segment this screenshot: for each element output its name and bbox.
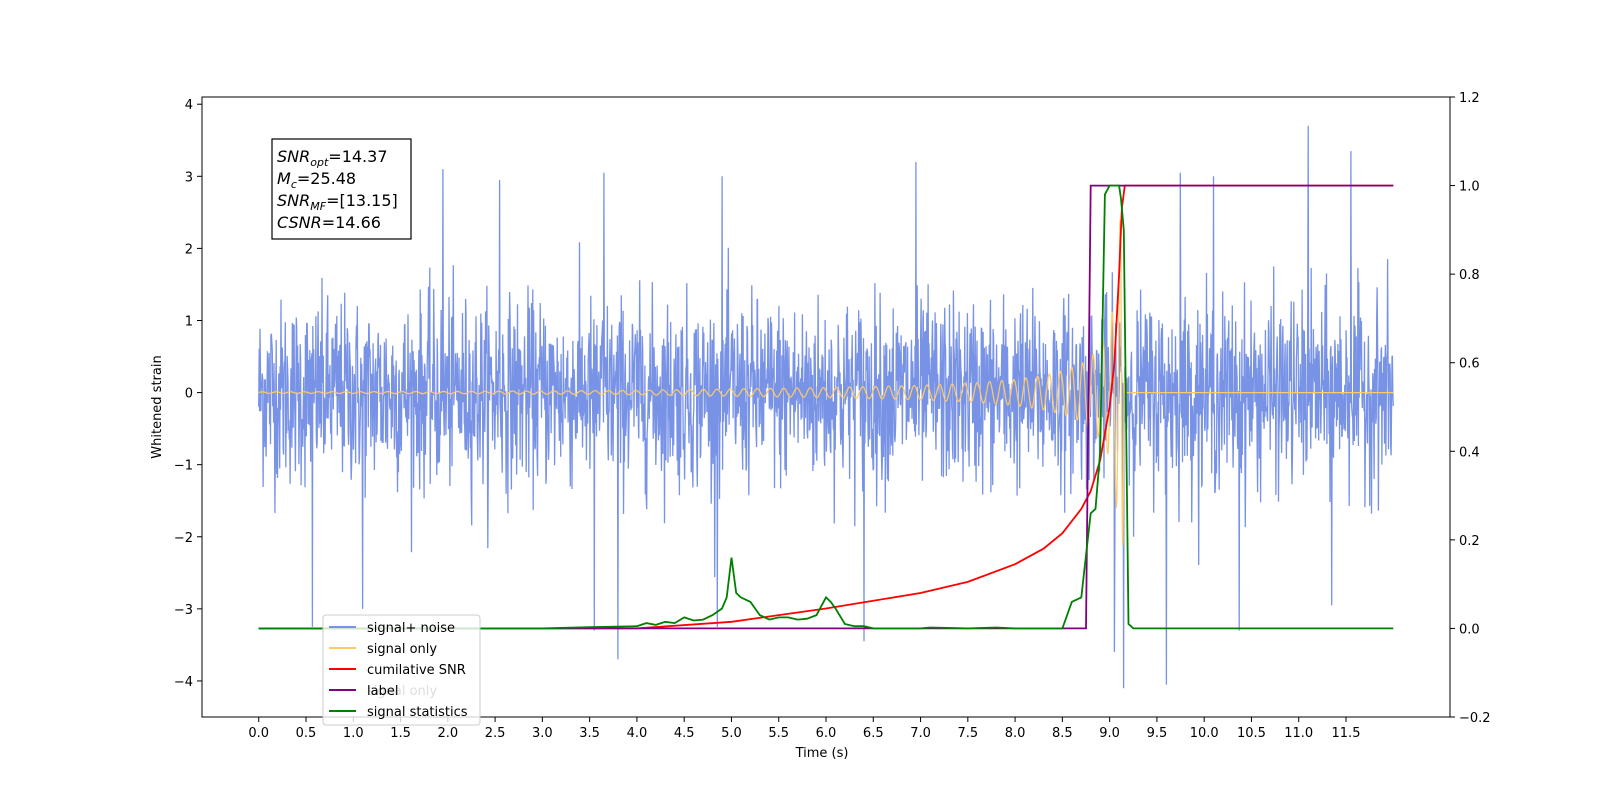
- y-tick-label: −1: [174, 459, 193, 474]
- x-tick-label: 9.5: [1147, 726, 1168, 741]
- y2-tick-label: 0.8: [1459, 268, 1480, 283]
- x-tick-label: 11.5: [1332, 726, 1361, 741]
- y2-tick-label: 1.2: [1459, 91, 1480, 106]
- y-tick-label: 3: [185, 170, 193, 185]
- x-tick-label: 7.0: [910, 726, 931, 741]
- x-tick-label: 6.5: [863, 726, 884, 741]
- y2-tick-label: 0.0: [1459, 622, 1480, 637]
- x-tick-label: 4.0: [627, 726, 648, 741]
- x-tick-label: 3.0: [532, 726, 553, 741]
- series-cumilative-snr: [258, 184, 1394, 630]
- x-tick-label: 1.5: [390, 726, 411, 741]
- legend-label: signal+ noise: [367, 621, 455, 636]
- y-tick-label: −3: [174, 603, 193, 618]
- legend: signal only signal+ noise signal only cumil…: [322, 614, 481, 726]
- y2-tick-label: 1.0: [1459, 180, 1480, 195]
- y-axis-right: −0.2 0.0 0.2 0.4 0.6 0.8 1.0 1.2: [1450, 91, 1491, 726]
- series-signal-statistics: [258, 184, 1394, 630]
- x-tick-label: 4.5: [674, 726, 695, 741]
- x-tick-label: 11.0: [1284, 726, 1313, 741]
- x-tick-label: 6.0: [816, 726, 837, 741]
- x-tick-label: 5.5: [768, 726, 789, 741]
- y-tick-label: 4: [185, 98, 193, 113]
- legend-label: cumilative SNR: [367, 663, 466, 678]
- legend-label: signal only: [367, 642, 437, 657]
- plot-area: [258, 125, 1394, 689]
- y-tick-label: −4: [174, 675, 193, 690]
- x-tick-label: 8.0: [1005, 726, 1026, 741]
- x-tick-label: 9.0: [1099, 726, 1120, 741]
- annotation-line: SNRopt=14.37: [277, 147, 388, 169]
- y-axis-left: −4 −3 −2 −1 0 1 2 3 4: [174, 98, 202, 690]
- x-tick-label: 3.5: [579, 726, 600, 741]
- x-axis: 0.0 0.5 1.0 1.5 2.0 2.5 3.0 3.5 4.0 4.5 5.0 5.5 6.0 6…: [248, 717, 1360, 741]
- annotation-line: SNRMF=[13.15]: [277, 191, 398, 213]
- x-tick-label: 7.5: [957, 726, 978, 741]
- legend-frame: [322, 614, 481, 726]
- y-tick-label: 0: [185, 387, 193, 402]
- series-signal-only: [258, 220, 1394, 547]
- legend-ghost-text: signal only: [367, 684, 437, 699]
- x-tick-label: 10.0: [1190, 726, 1219, 741]
- y2-tick-label: 0.2: [1459, 534, 1480, 549]
- y-tick-label: −2: [174, 531, 193, 546]
- x-tick-label: 10.5: [1237, 726, 1266, 741]
- y-tick-label: 2: [185, 242, 193, 257]
- y2-tick-label: 0.4: [1459, 445, 1480, 460]
- annotation-box: SNRopt=14.37Mc=25.48SNRMF=[13.15]CSNR=14…: [271, 138, 412, 240]
- x-tick-label: 5.0: [721, 726, 742, 741]
- series-label: [258, 184, 1394, 630]
- legend-label: signal statistics: [367, 705, 468, 720]
- x-tick-label: 8.5: [1052, 726, 1073, 741]
- y2-tick-label: −0.2: [1459, 711, 1491, 726]
- annotation-line: CSNR=14.66: [277, 213, 381, 232]
- y2-tick-label: 0.6: [1459, 357, 1480, 372]
- legend-label: label: [367, 684, 398, 699]
- x-tick-label: 2.5: [485, 726, 506, 741]
- annotation-line: Mc=25.48: [277, 169, 356, 191]
- annotation-frame: [271, 138, 412, 240]
- y-axis-label: Whitened strain: [150, 355, 165, 458]
- y-tick-label: 1: [185, 314, 193, 329]
- x-tick-label: 0.5: [296, 726, 317, 741]
- x-tick-label: 1.0: [343, 726, 364, 741]
- x-axis-label: Time (s): [795, 746, 849, 761]
- series-signal-noise: [258, 125, 1394, 689]
- x-tick-label: 0.0: [248, 726, 269, 741]
- x-tick-label: 2.0: [437, 726, 458, 741]
